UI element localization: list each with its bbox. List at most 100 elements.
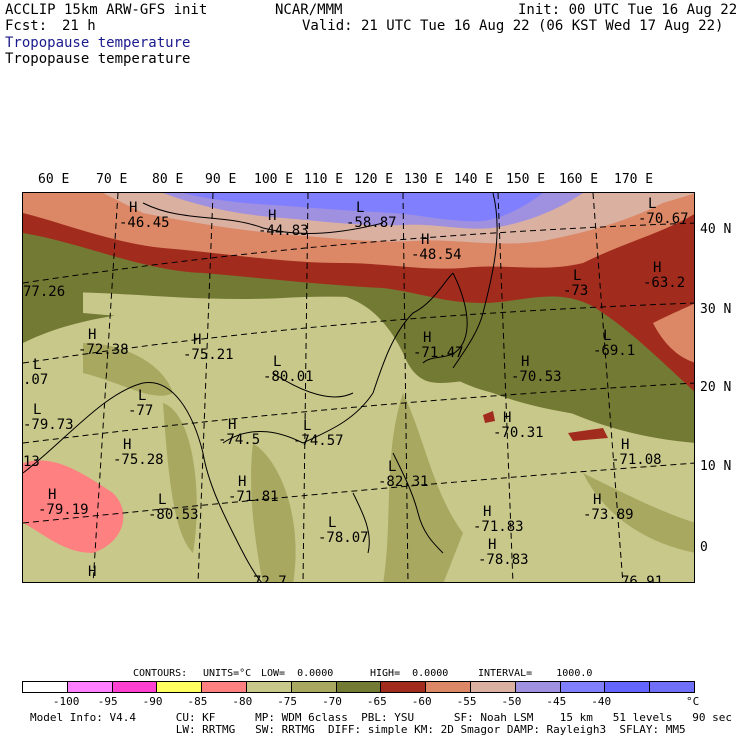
color-bar-cell [560,682,606,692]
color-bar-cell [112,682,158,692]
model-info-line2: LW: RRTMG SW: RRTMG DIFF: simple KM: 2D … [30,723,686,736]
color-bar-cell [426,682,471,692]
extremum-value: -63.2 [643,275,686,291]
color-bar-tick-label: -50 [501,695,522,708]
high-marker: H [228,417,237,433]
color-bar-tick-label: -40 [591,695,612,708]
color-bar-cell [650,682,694,692]
lon-label: 120 E [354,172,394,187]
fcst-value: 21 h [62,18,96,34]
contours-high: HIGH= 0.0000 [370,668,449,679]
map-extremum-label: H -75.21 [183,333,234,363]
extremum-value: 76.91 [621,574,664,583]
tropopause-temperature-map: H -46.45 H -44.83 L -58.87 H -48.54 L -70.67 H -63.… [22,192,695,583]
extremum-value: -74.57 [293,433,344,449]
map-extremum-label: L -77 [128,389,153,419]
map-extremum-label: H -71.08 [611,438,662,468]
map-extremum-label: L -80.01 [263,355,314,385]
map-extremum-label: L -70.67 [638,197,689,227]
low-marker: L [33,357,42,373]
model-info-line1: Model Info: V4.4 CU: KF MP: WDM 6class P… [30,711,732,724]
model-title: ACCLIP 15km ARW-GFS init [5,2,208,18]
map-extremum-label: H -71.83 [473,505,524,535]
map-canvas [23,193,694,582]
lon-label: 130 E [404,172,444,187]
map-extremum-label: 77.26 [23,285,65,300]
low-marker: L [303,418,312,434]
low-marker: L [603,328,612,344]
extremum-value: -80.01 [263,369,314,385]
extremum-value: -75.28 [113,452,164,468]
map-extremum-label: H -63.2 [643,261,685,291]
color-bar-unit: °C [686,695,700,708]
color-bar-cell [336,682,382,692]
extremum-value: -75.21 [183,347,234,363]
high-marker: H [503,410,512,426]
lat-label: 40 N [700,222,732,237]
map-extremum-label: H -46.45 [119,201,170,231]
high-marker: H [193,332,202,348]
extremum-value: -82.31 [378,474,429,490]
low-marker: L [648,196,657,212]
extremum-value: -80.53 [148,507,199,523]
high-marker: H [488,537,497,553]
extremum-value: -70.31 [493,425,544,441]
high-marker: H [48,487,57,503]
map-extremum-label: L -73 [563,269,588,299]
field-title-black: Tropopause temperature [5,51,191,67]
lat-label: 20 N [700,380,732,395]
map-extremum-label: H -74.5 [218,418,260,448]
extremum-value: -71.83 [473,519,524,535]
low-marker: L [33,402,42,418]
extremum-value: -73 [563,283,589,299]
map-extremum-label: H -48.54 [411,233,462,263]
map-extremum-label: L .07 [23,358,48,388]
map-extremum-label: H -75.28 [113,438,164,468]
valid-time: Valid: 21 UTC Tue 16 Aug 22 (06 KST Wed … [302,18,724,34]
lat-label: 30 N [700,302,732,317]
extremum-value: -73.89 [583,507,634,523]
extremum-value: 13 [23,454,40,470]
color-bar-tick-label: -95 [97,695,118,708]
map-extremum-label: 72.7 [253,575,287,583]
color-bar [22,681,695,693]
lon-label: 160 E [559,172,599,187]
high-marker: H [88,327,97,343]
high-marker: H [268,208,277,224]
extremum-value: -71.47 [413,345,464,361]
lon-label: 80 E [152,172,184,187]
color-bar-tick-label: -60 [411,695,432,708]
high-marker: H [621,437,630,453]
extremum-value: -44.83 [258,223,309,239]
lon-label: 100 E [254,172,294,187]
low-marker: L [138,388,147,404]
color-bar-cell [67,682,113,692]
color-bar-tick-label: -55 [456,695,477,708]
contours-label: CONTOURS: [133,668,188,679]
low-marker: L [273,354,282,370]
map-extremum-label: L -74.57 [293,419,344,449]
lat-label: 0 [700,540,708,555]
extremum-value: -69.1 [593,343,636,359]
low-marker: L [158,492,167,508]
extremum-value: 77.26 [23,284,66,300]
contours-low: LOW= 0.0000 [261,668,334,679]
map-extremum-label: H -78.83 [478,538,529,568]
high-marker: H [593,492,602,508]
map-extremum-label: H -70.53 [511,355,562,385]
low-marker: L [388,459,397,475]
lon-label: 60 E [38,172,70,187]
map-extremum-label: H -70.31 [493,411,544,441]
color-bar-cell [605,682,651,692]
lat-label: 10 N [700,459,732,474]
map-extremum-label: L -80.53 [148,493,199,523]
lon-label: 170 E [614,172,654,187]
high-marker: H [238,474,247,490]
map-extremum-label: L -69.1 [593,329,635,359]
init-time: Init: 00 UTC Tue 16 Aug 22 [518,2,738,18]
extremum-value: -77 [128,403,154,419]
lon-label: 140 E [454,172,494,187]
color-bar-cell [246,682,292,692]
map-extremum-label: H -72.38 [78,328,129,358]
high-marker: H [423,330,432,346]
